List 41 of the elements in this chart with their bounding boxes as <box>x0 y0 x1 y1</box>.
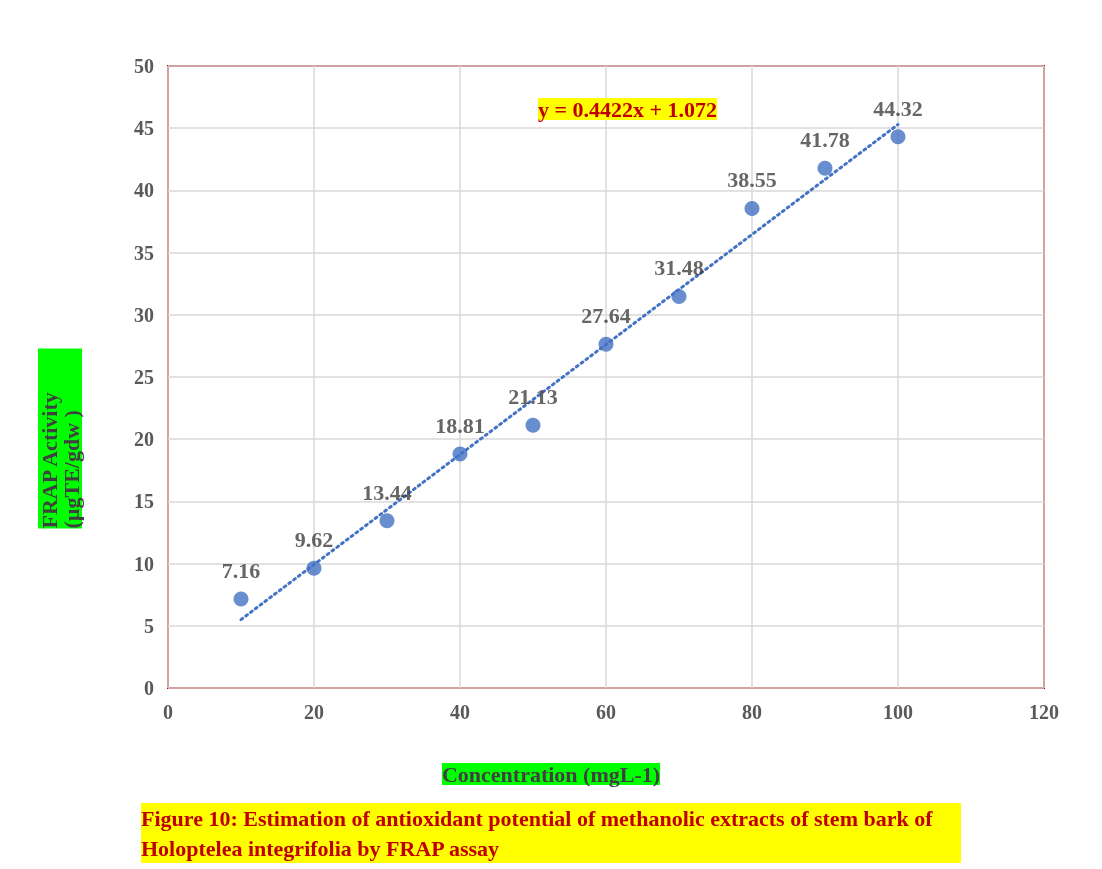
point <box>598 336 614 352</box>
data-label: 31.48 <box>654 255 704 281</box>
y-tick-label: 35 <box>134 241 154 264</box>
y-tick-label: 45 <box>134 117 154 140</box>
text: Figure 10: Estimation of antioxidant potential of methanolic extracts of stem bark of Holoptelea integrifolia by FRAP assay <box>141 805 939 861</box>
x-tick-label: 120 <box>1029 701 1059 723</box>
y-tick-label: 5 <box>144 614 154 637</box>
point <box>452 446 468 462</box>
data-label: 18.81 <box>435 413 485 438</box>
x-tick-label: 20 <box>304 701 324 723</box>
y-tick-label: 10 <box>134 552 154 575</box>
y-tick-label: 25 <box>134 366 154 388</box>
data-label: 9.62 <box>294 527 334 553</box>
y-tick-label: 40 <box>134 179 154 202</box>
point <box>744 200 760 216</box>
point <box>890 129 906 145</box>
x-tick-label: 40 <box>450 701 470 723</box>
point <box>379 513 395 529</box>
y-axis-title: FRAP Activity (µgTE/gdw ) <box>36 386 84 529</box>
point <box>306 560 322 576</box>
x-tick-label: 80 <box>742 701 762 723</box>
y-tick-label: 0 <box>144 677 154 699</box>
x-axis-title: Concentration (mgL-1) <box>441 761 661 787</box>
x-tick-label: 60 <box>596 701 616 723</box>
point <box>671 288 687 304</box>
x-tick-label: 100 <box>883 701 913 723</box>
x-tick-label: 0 <box>163 701 173 723</box>
data-label: 41.78 <box>800 127 850 153</box>
data-label: 7.16 <box>221 557 261 583</box>
y-tick-label: 15 <box>134 490 154 513</box>
data-label: 38.55 <box>727 167 777 193</box>
data-label: 13.44 <box>362 479 412 505</box>
annotation: y = 0.4422x + 1.072 <box>538 96 718 122</box>
point <box>817 160 833 176</box>
y-tick-label: 50 <box>134 55 154 77</box>
data-label: 27.64 <box>581 303 631 329</box>
point <box>233 591 249 607</box>
y-tick-label: 30 <box>134 303 154 326</box>
y-tick-label: 20 <box>134 428 154 451</box>
data-label: 44.32 <box>873 95 923 121</box>
point <box>525 417 541 433</box>
